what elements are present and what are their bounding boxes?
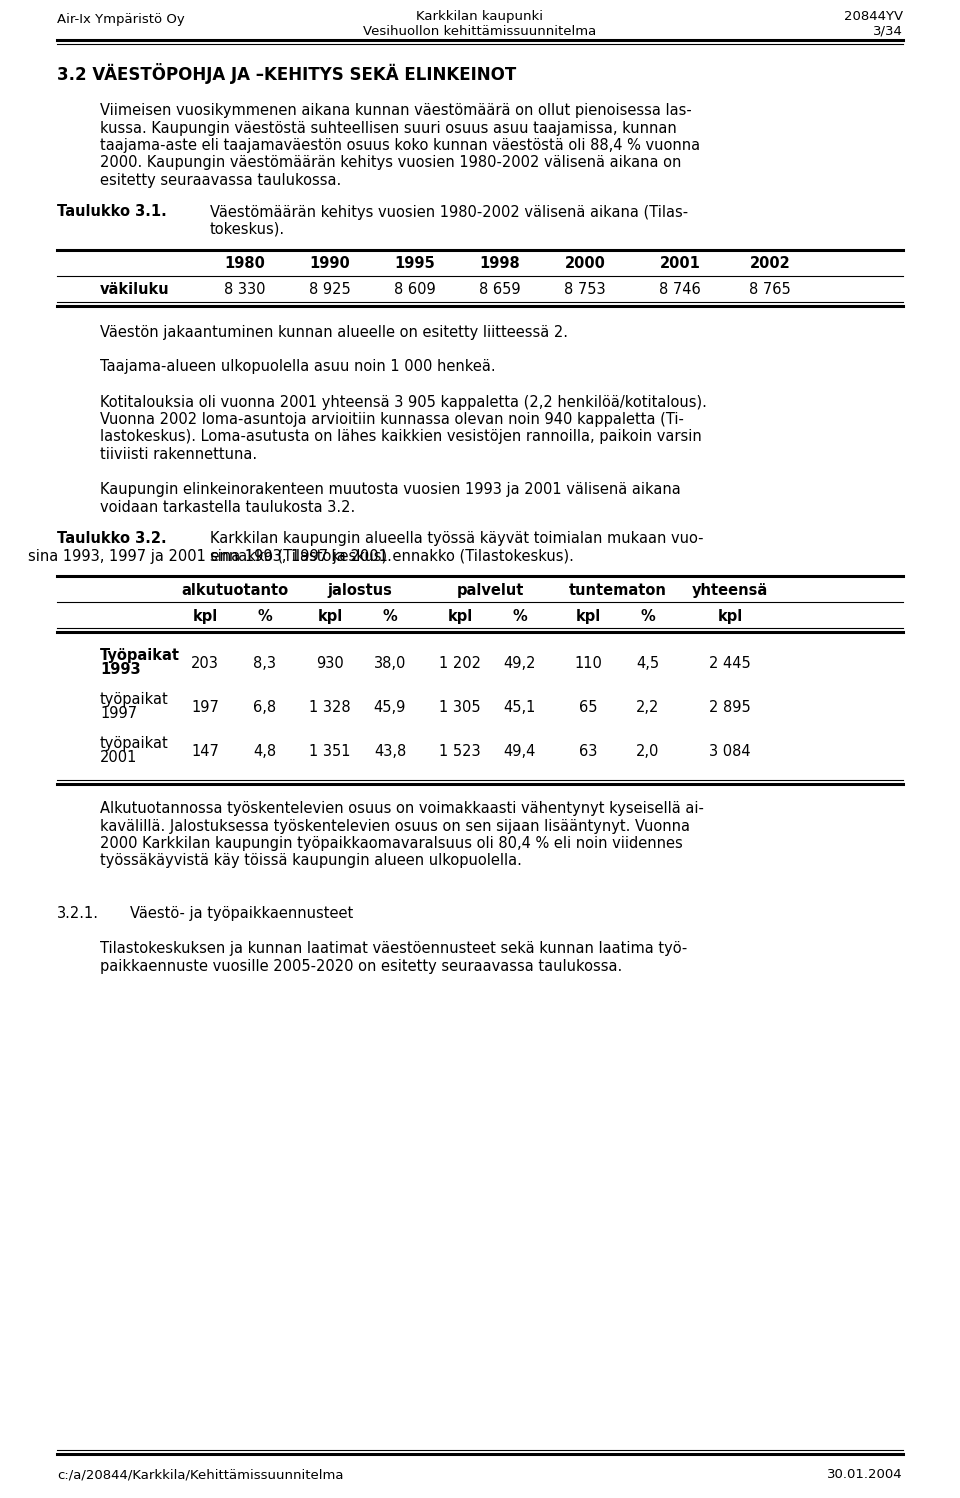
Text: 8 765: 8 765: [749, 283, 791, 298]
Text: 8,3: 8,3: [253, 656, 276, 671]
Text: kpl: kpl: [318, 610, 343, 625]
Text: 3 084: 3 084: [709, 745, 751, 759]
Text: 49,2: 49,2: [504, 656, 537, 671]
Text: %: %: [513, 610, 527, 625]
Text: palvelut: palvelut: [456, 583, 524, 598]
Text: 4,8: 4,8: [253, 745, 276, 759]
Text: kpl: kpl: [192, 610, 218, 625]
Text: 45,1: 45,1: [504, 700, 537, 715]
Text: 2001: 2001: [100, 750, 137, 765]
Text: 45,9: 45,9: [373, 700, 406, 715]
Text: esitetty seuraavassa taulukossa.: esitetty seuraavassa taulukossa.: [100, 172, 341, 189]
Text: 1 328: 1 328: [309, 700, 350, 715]
Text: c:/a/20844/Karkkila/Kehittämissuunnitelma: c:/a/20844/Karkkila/Kehittämissuunnitelm…: [57, 1468, 344, 1482]
Text: 203: 203: [191, 656, 219, 671]
Text: kpl: kpl: [717, 610, 743, 625]
Text: 2000. Kaupungin väestömäärän kehitys vuosien 1980-2002 välisenä aikana on: 2000. Kaupungin väestömäärän kehitys vuo…: [100, 156, 682, 171]
Text: 2 895: 2 895: [709, 700, 751, 715]
Text: Vuonna 2002 loma-asuntoja arvioitiin kunnassa olevan noin 940 kappaletta (Ti-: Vuonna 2002 loma-asuntoja arvioitiin kun…: [100, 412, 684, 427]
Text: työpaikat: työpaikat: [100, 692, 169, 707]
Text: 2000: 2000: [564, 256, 606, 271]
Text: Vesihuollon kehittämissuunnitelma: Vesihuollon kehittämissuunnitelma: [364, 25, 596, 37]
Text: 8 753: 8 753: [564, 283, 606, 298]
Text: lastokeskus). Loma-asutusta on lähes kaikkien vesistöjen rannoilla, paikoin vars: lastokeskus). Loma-asutusta on lähes kai…: [100, 430, 702, 445]
Text: 6,8: 6,8: [253, 700, 276, 715]
Text: 2,2: 2,2: [636, 700, 660, 715]
Text: 8 330: 8 330: [225, 283, 266, 298]
Text: kavälillä. Jalostuksessa työskentelevien osuus on sen sijaan lisääntynyt. Vuonna: kavälillä. Jalostuksessa työskentelevien…: [100, 818, 690, 833]
Text: työssäkäyvistä käy töissä kaupungin alueen ulkopuolella.: työssäkäyvistä käy töissä kaupungin alue…: [100, 854, 522, 869]
Text: 1 523: 1 523: [439, 745, 481, 759]
Text: 2 445: 2 445: [709, 656, 751, 671]
Text: 197: 197: [191, 700, 219, 715]
Text: Väestömäärän kehitys vuosien 1980-2002 välisenä aikana (Tilas-: Väestömäärän kehitys vuosien 1980-2002 v…: [210, 205, 688, 220]
Text: 30.01.2004: 30.01.2004: [828, 1468, 903, 1482]
Text: Karkkilan kaupunki: Karkkilan kaupunki: [417, 10, 543, 22]
Text: Taulukko 3.1.: Taulukko 3.1.: [57, 205, 167, 220]
Text: yhteensä: yhteensä: [692, 583, 768, 598]
Text: Air-Ix Ympäristö Oy: Air-Ix Ympäristö Oy: [57, 13, 184, 25]
Text: väkiluku: väkiluku: [100, 283, 170, 298]
Text: Alkutuotannossa työskentelevien osuus on voimakkaasti vähentynyt kyseisellä ai-: Alkutuotannossa työskentelevien osuus on…: [100, 801, 704, 816]
Text: tiiviisti rakennettuna.: tiiviisti rakennettuna.: [100, 446, 257, 461]
Text: 110: 110: [574, 656, 602, 671]
Text: %: %: [383, 610, 397, 625]
Text: 1995: 1995: [395, 256, 436, 271]
Text: alkutuotanto: alkutuotanto: [181, 583, 289, 598]
Text: Väestö- ja työpaikkaennusteet: Väestö- ja työpaikkaennusteet: [130, 906, 353, 921]
Text: kussa. Kaupungin väestöstä suhteellisen suuri osuus asuu taajamissa, kunnan: kussa. Kaupungin väestöstä suhteellisen …: [100, 120, 677, 135]
Text: Viimeisen vuosikymmenen aikana kunnan väestömäärä on ollut pienoisessa las-: Viimeisen vuosikymmenen aikana kunnan vä…: [100, 103, 692, 118]
Text: taajama-aste eli taajamaväestön osuus koko kunnan väestöstä oli 88,4 % vuonna: taajama-aste eli taajamaväestön osuus ko…: [100, 138, 700, 153]
Text: 1980: 1980: [225, 256, 265, 271]
Text: Väestön jakaantuminen kunnan alueelle on esitetty liitteessä 2.: Väestön jakaantuminen kunnan alueelle on…: [100, 325, 568, 340]
Text: 3.2 VÄESTÖPOHJA JA –KEHITYS SEKÄ ELINKEINOT: 3.2 VÄESTÖPOHJA JA –KEHITYS SEKÄ ELINKEI…: [57, 63, 516, 84]
Text: 4,5: 4,5: [636, 656, 660, 671]
Text: voidaan tarkastella taulukosta 3.2.: voidaan tarkastella taulukosta 3.2.: [100, 499, 355, 514]
Text: 1997: 1997: [100, 706, 137, 721]
Text: 1 305: 1 305: [439, 700, 481, 715]
Text: 63: 63: [579, 745, 597, 759]
Text: 2000 Karkkilan kaupungin työpaikkaomavaralsuus oli 80,4 % eli noin viidennes: 2000 Karkkilan kaupungin työpaikkaomavar…: [100, 836, 683, 851]
Text: 43,8: 43,8: [373, 745, 406, 759]
Text: paikkaennuste vuosille 2005-2020 on esitetty seuraavassa taulukossa.: paikkaennuste vuosille 2005-2020 on esit…: [100, 959, 622, 974]
Text: 8 609: 8 609: [395, 283, 436, 298]
Text: työpaikat: työpaikat: [100, 736, 169, 750]
Text: kpl: kpl: [447, 610, 472, 625]
Text: 2001: 2001: [660, 256, 701, 271]
Text: tokeskus).: tokeskus).: [210, 222, 285, 237]
Text: 49,4: 49,4: [504, 745, 537, 759]
Text: %: %: [640, 610, 656, 625]
Text: 930: 930: [316, 656, 344, 671]
Text: 3/34: 3/34: [874, 25, 903, 37]
Text: 38,0: 38,0: [373, 656, 406, 671]
Text: 1 202: 1 202: [439, 656, 481, 671]
Text: 3.2.1.: 3.2.1.: [57, 906, 99, 921]
Text: 2,0: 2,0: [636, 745, 660, 759]
Text: 8 659: 8 659: [479, 283, 521, 298]
Text: 1998: 1998: [480, 256, 520, 271]
Text: 1 351: 1 351: [309, 745, 350, 759]
Text: 20844YV: 20844YV: [844, 10, 903, 22]
Text: tuntematon: tuntematon: [569, 583, 667, 598]
Text: Kaupungin elinkeinorakenteen muutosta vuosien 1993 ja 2001 välisenä aikana: Kaupungin elinkeinorakenteen muutosta vu…: [100, 482, 681, 497]
Text: sina 1993, 1997 ja 2001 ennakko (Tilastokeskus).: sina 1993, 1997 ja 2001 ennakko (Tilasto…: [210, 548, 574, 563]
Text: jalostus: jalostus: [327, 583, 393, 598]
Text: sina 1993, 1997 ja 2001 ennakko (Tilastokeskus).: sina 1993, 1997 ja 2001 ennakko (Tilasto…: [28, 548, 392, 563]
Text: Karkkilan kaupungin alueella työssä käyvät toimialan mukaan vuo-: Karkkilan kaupungin alueella työssä käyv…: [210, 530, 704, 545]
Text: Kotitalouksia oli vuonna 2001 yhteensä 3 905 kappaletta (2,2 henkilöä/kotitalous: Kotitalouksia oli vuonna 2001 yhteensä 3…: [100, 394, 707, 409]
Text: 65: 65: [579, 700, 597, 715]
Text: kpl: kpl: [575, 610, 601, 625]
Text: 8 746: 8 746: [660, 283, 701, 298]
Text: 8 925: 8 925: [309, 283, 350, 298]
Text: Työpaikat: Työpaikat: [100, 649, 180, 664]
Text: Tilastokeskuksen ja kunnan laatimat väestöennusteet sekä kunnan laatima työ-: Tilastokeskuksen ja kunnan laatimat väes…: [100, 941, 687, 956]
Text: 1993: 1993: [100, 662, 140, 677]
Text: Taajama-alueen ulkopuolella asuu noin 1 000 henkeä.: Taajama-alueen ulkopuolella asuu noin 1 …: [100, 360, 495, 374]
Text: 1990: 1990: [310, 256, 350, 271]
Text: 147: 147: [191, 745, 219, 759]
Text: Taulukko 3.2.: Taulukko 3.2.: [57, 530, 167, 545]
Text: 2002: 2002: [750, 256, 790, 271]
Text: %: %: [257, 610, 273, 625]
